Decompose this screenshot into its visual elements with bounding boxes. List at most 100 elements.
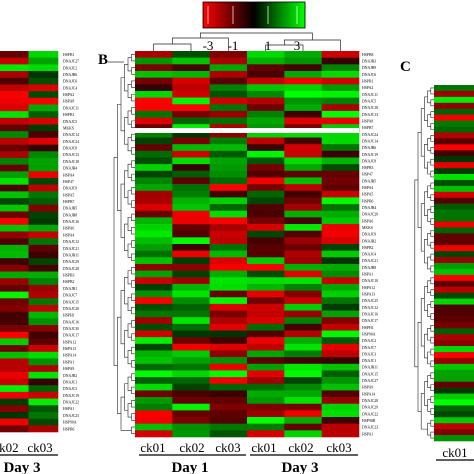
- dendrogram-branch: [131, 280, 135, 288]
- heatmap-cell: [172, 323, 210, 331]
- heatmap-cell: [172, 403, 210, 411]
- heatmap-cell: [135, 277, 173, 285]
- dendrogram-branch: [427, 233, 431, 246]
- dendrogram-branch: [127, 270, 132, 285]
- heatmap-cell: [284, 377, 322, 385]
- heatmap-cell: [284, 90, 322, 98]
- dendrogram-branch: [430, 313, 434, 320]
- heatmap-cell: [284, 383, 322, 391]
- heatmap-cell: [209, 430, 248, 438]
- heatmap-cell: [28, 425, 59, 433]
- dendrogram-branch: [427, 422, 431, 436]
- gene-label-b: DNAJB6: [362, 146, 376, 150]
- heatmap-cell: [209, 323, 248, 331]
- gene-label-a: DNAJB11: [63, 253, 79, 257]
- heatmap-cell: [321, 117, 360, 125]
- heatmap-cell: [172, 337, 210, 345]
- heatmap-cell: [434, 251, 474, 258]
- heatmap-cell: [284, 204, 322, 212]
- dendrogram-branch: [120, 290, 125, 345]
- heatmap-cell: [247, 423, 285, 431]
- dendrogram-branch: [430, 241, 434, 249]
- heatmap-cell: [0, 218, 29, 226]
- heatmap-cell: [0, 244, 29, 252]
- gene-label-b: DNAJC19: [362, 153, 378, 157]
- heatmap-cell: [321, 403, 360, 411]
- heatmap-cell: [28, 171, 59, 179]
- heatmap-cell: [321, 417, 360, 424]
- heatmap-cell: [321, 263, 360, 271]
- heatmap-cell: [28, 391, 59, 399]
- heatmap-cell: [135, 370, 173, 378]
- heatmap-cell: [28, 371, 59, 379]
- gene-label-b: MKKS: [362, 226, 373, 230]
- heatmap-cell: [28, 137, 59, 145]
- gene-label-b: HSPB6: [362, 199, 373, 203]
- heatmap-cell: [321, 337, 360, 345]
- color-key-swatch: [248, 2, 252, 28]
- dendrogram-branch: [127, 376, 132, 391]
- heatmap-cell: [247, 57, 285, 65]
- column-label-a: ck02: [0, 440, 19, 455]
- gene-label-a: HSPA6: [63, 227, 74, 231]
- heatmap-cell: [172, 164, 210, 172]
- heatmap-cell: [321, 270, 360, 278]
- gene-label-b: HSPB3: [362, 166, 373, 170]
- heatmap-cell: [172, 157, 210, 165]
- color-key-swatch: [215, 2, 219, 28]
- heatmap-cell: [28, 124, 59, 132]
- dendrogram-branch: [430, 253, 434, 261]
- heatmap-cell: [284, 397, 322, 405]
- heatmap-cell: [434, 138, 474, 145]
- gene-label-b: DNAJB11: [362, 366, 378, 370]
- color-key-swatch: [225, 2, 229, 28]
- heatmap-cell: [434, 292, 474, 299]
- heatmap-cell: [434, 268, 474, 276]
- group-label-b: Day 3: [281, 460, 318, 474]
- heatmap-cell: [209, 423, 248, 431]
- heatmap-cell: [28, 244, 59, 252]
- heatmap-cell: [172, 64, 210, 72]
- heatmap-cell: [434, 363, 474, 371]
- heatmap-cell: [321, 204, 360, 212]
- gene-label-a: DNAJB2: [63, 374, 77, 378]
- heatmap-cell: [321, 51, 360, 58]
- dendrogram-branch: [131, 426, 135, 434]
- heatmap-cell: [321, 283, 360, 291]
- color-key-swatch: [274, 2, 278, 28]
- dendrogram-branch: [120, 77, 125, 132]
- dendrogram-branch: [131, 120, 135, 128]
- dendrogram-branch: [131, 333, 135, 341]
- dendrogram-branch: [113, 157, 118, 366]
- heatmap-cell: [28, 211, 59, 219]
- gene-label-a: HSPA1: [63, 360, 74, 364]
- heatmap-cell: [321, 410, 360, 418]
- column-label-c: ck01: [442, 445, 467, 460]
- column-label-b: ck02: [179, 440, 204, 455]
- heatmap-cell: [0, 137, 29, 145]
- heatmap-cell: [434, 346, 474, 353]
- color-key-swatch: [276, 2, 280, 28]
- gene-label-b: DNAJC16: [362, 312, 378, 316]
- heatmap-cell: [321, 383, 360, 391]
- heatmap-cell: [284, 110, 322, 118]
- heatmap-cell: [172, 77, 210, 85]
- color-key-swatch: [264, 2, 268, 28]
- heatmap-cell: [284, 164, 322, 172]
- gene-label-b: HSPA13: [362, 293, 375, 297]
- gene-label-a: HSPA5: [63, 193, 74, 197]
- heatmap-cell: [247, 70, 285, 78]
- gene-label-b: DNAJC6: [362, 73, 376, 77]
- heatmap-cell: [135, 337, 173, 345]
- heatmap-cell: [0, 224, 29, 232]
- color-key-swatch: [297, 2, 301, 28]
- heatmap-cell: [247, 150, 285, 158]
- dendrogram-branch: [427, 256, 431, 270]
- heatmap-cell: [209, 204, 248, 212]
- dendrogram-branch: [424, 333, 428, 359]
- heatmap-cell: [172, 303, 210, 311]
- gene-label-a: DNAJC20: [63, 307, 79, 311]
- gene-label-a: HSPH1: [63, 314, 75, 318]
- heatmap-cell: [321, 277, 360, 285]
- heatmap-cell: [172, 97, 210, 105]
